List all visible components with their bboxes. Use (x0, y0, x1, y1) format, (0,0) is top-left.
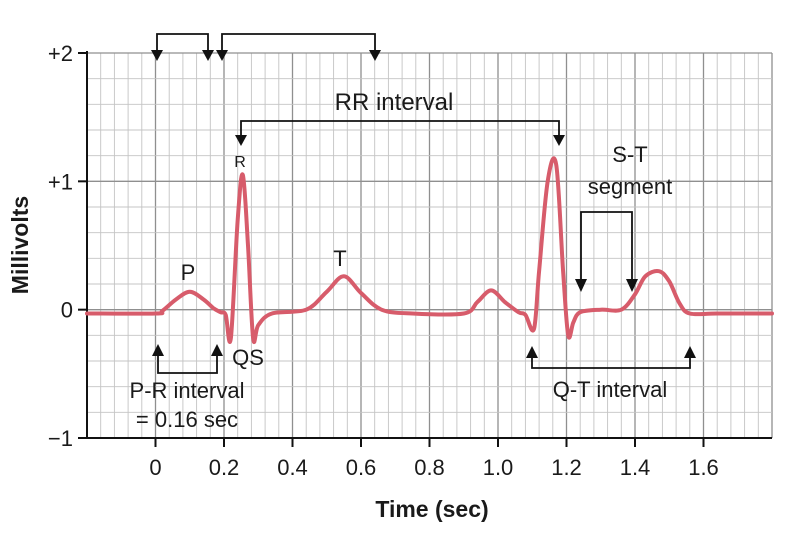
x-axis-title: Time (sec) (375, 496, 488, 522)
x-tick-label: 1.2 (551, 455, 582, 480)
arrowhead (626, 279, 638, 292)
rr-interval-bracket (240, 120, 560, 137)
qt-interval-bracket (531, 357, 691, 369)
arrowhead (526, 346, 538, 358)
pr-interval-label-line2: = 0.16 sec (136, 407, 238, 432)
t-wave-label: T (333, 246, 346, 271)
qt-interval-label: Q-T interval (553, 377, 668, 402)
pr-interval-bracket (157, 355, 218, 374)
pr-interval-label-line1: P-R interval (130, 378, 245, 403)
y-tick-label: 0 (61, 298, 73, 323)
x-tick-label: 0.2 (209, 455, 240, 480)
ecg-trace (85, 156, 774, 345)
x-tick-label: 1.6 (688, 455, 719, 480)
x-tick-label: 0.4 (277, 455, 308, 480)
x-tick-label: 0 (149, 455, 161, 480)
y-tick-label: +2 (48, 41, 73, 66)
st-segment-bracket (580, 211, 633, 280)
arrowhead (151, 50, 163, 61)
arrowhead (575, 279, 587, 292)
y-axis-title: Millivolts (7, 196, 33, 294)
x-tick-label: 1.4 (620, 455, 651, 480)
qs-label: QS (232, 345, 264, 370)
arrowhead (152, 344, 164, 356)
axes (78, 51, 772, 447)
y-tick-label: −1 (48, 426, 73, 451)
r-peak-label: R (234, 154, 246, 171)
series (85, 156, 774, 345)
arrowhead (369, 50, 381, 61)
arrowhead (216, 50, 228, 61)
arrowhead (684, 346, 696, 358)
arrowhead (211, 344, 223, 356)
x-tick-label: 0.8 (414, 455, 445, 480)
top-bracket-right (221, 33, 376, 52)
x-tick-label: 1.0 (483, 455, 514, 480)
arrowhead (553, 135, 565, 146)
annotations: P R QS T RR interval S-T segment P-R int… (130, 33, 696, 432)
p-wave-label: P (181, 260, 196, 285)
st-segment-label-line2: segment (588, 174, 672, 199)
x-tick-label: 0.6 (346, 455, 377, 480)
top-bracket-left (156, 33, 209, 52)
arrowhead (235, 135, 247, 146)
tick-labels: +2 +1 0 −1 0 0.2 0.4 0.6 0.8 1.0 1.2 1.4 1.6 (48, 41, 719, 480)
rr-interval-label: RR interval (335, 89, 454, 116)
arrowhead (202, 50, 214, 61)
y-tick-label: +1 (48, 169, 73, 194)
st-segment-label-line1: S-T (612, 142, 647, 167)
